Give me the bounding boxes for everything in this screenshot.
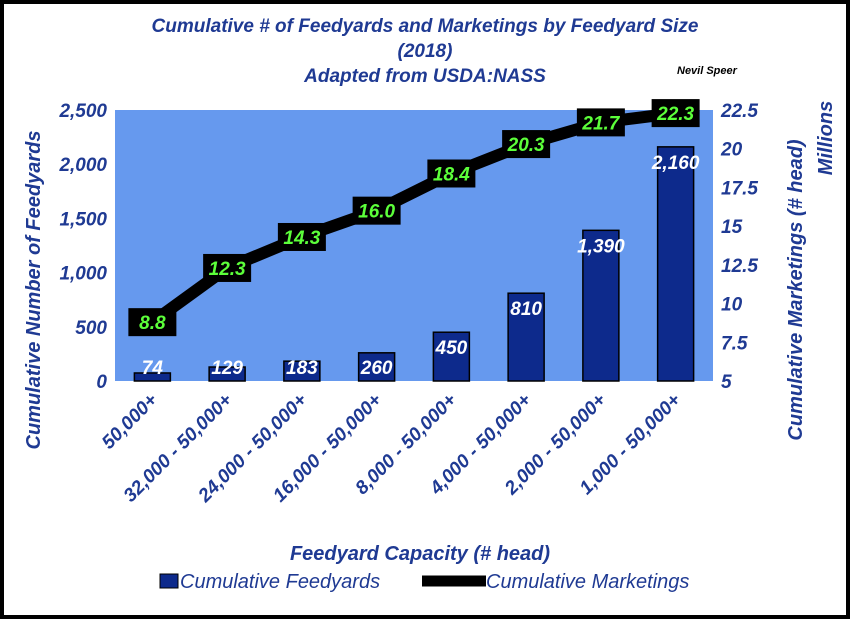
y2-tick-5: 17.5 xyxy=(721,178,758,199)
y2-tick-4: 15 xyxy=(721,217,743,238)
bar-label-1: 129 xyxy=(211,358,243,379)
legend-label-marketings: Cumulative Marketings xyxy=(486,571,689,593)
line-label-box-7 xyxy=(651,99,700,128)
y2-axis-unit: Millions xyxy=(815,101,837,175)
bar-label-6: 1,390 xyxy=(577,236,625,257)
chart-source: Adapted from USDA:NASS xyxy=(303,66,546,87)
y2-tick-7: 22.5 xyxy=(720,101,758,122)
line-label-5: 20.3 xyxy=(507,135,545,156)
y-axis-title: Cumulative Number of Feedyards xyxy=(23,131,45,450)
line-label-box-5 xyxy=(502,130,551,159)
y-tick-1: 500 xyxy=(75,318,107,339)
bar-6 xyxy=(582,229,620,382)
line-label-box-3 xyxy=(352,196,401,225)
bar-2 xyxy=(283,360,321,382)
y2-tick-1: 7.5 xyxy=(721,333,748,354)
bar-0 xyxy=(133,372,172,382)
bar-1 xyxy=(208,366,246,382)
y2-tick-2: 10 xyxy=(721,295,743,316)
y-tick-4: 2,000 xyxy=(58,155,107,176)
line-label-0: 8.8 xyxy=(139,313,166,334)
line-label-1: 12.3 xyxy=(209,259,246,280)
legend: Cumulative Feedyards Cumulative Marketin… xyxy=(159,571,689,593)
y-tick-0: 0 xyxy=(96,372,107,393)
y2-tick-3: 12.5 xyxy=(721,256,758,277)
line-label-2: 14.3 xyxy=(283,228,320,249)
line-label-4: 18.4 xyxy=(433,164,470,185)
y2-axis-title: Cumulative Marketings (# head) xyxy=(785,139,807,441)
bar-5 xyxy=(507,292,545,382)
chart-credit: Nevil Speer xyxy=(677,65,738,77)
line-label-box-0 xyxy=(128,308,177,337)
bar-4 xyxy=(432,331,471,382)
bar-3 xyxy=(357,352,396,382)
y-tick-5: 2,500 xyxy=(58,101,107,122)
line-label-box-4 xyxy=(427,159,476,188)
line-label-box-6 xyxy=(576,108,625,137)
legend-label-feedyards: Cumulative Feedyards xyxy=(180,571,380,593)
y-tick-2: 1,000 xyxy=(59,264,107,285)
y2-tick-0: 5 xyxy=(721,372,732,393)
line-label-box-2 xyxy=(277,222,326,251)
line-label-3: 16.0 xyxy=(358,202,395,223)
bar-label-5: 810 xyxy=(510,299,542,320)
line-label-7: 22.3 xyxy=(656,104,694,125)
x-axis-title: Feedyard Capacity (# head) xyxy=(290,543,550,565)
bar-label-0: 74 xyxy=(142,358,164,379)
bar-7 xyxy=(656,146,695,382)
chart-subtitle: (2018) xyxy=(398,41,453,62)
chart-title: Cumulative # of Feedyards and Marketings… xyxy=(152,16,699,37)
x-tick-0: 50,000+ xyxy=(98,390,162,454)
line-label-6: 21.7 xyxy=(581,113,620,134)
bar-label-4: 450 xyxy=(435,338,468,359)
line-label-box-1 xyxy=(203,253,252,282)
y-tick-3: 1,500 xyxy=(59,209,107,230)
y2-tick-6: 20 xyxy=(720,140,743,161)
bar-label-3: 260 xyxy=(360,358,393,379)
bar-label-7: 2,160 xyxy=(651,153,700,174)
legend-swatch-feedyards xyxy=(159,573,179,589)
bar-label-2: 183 xyxy=(286,358,318,379)
